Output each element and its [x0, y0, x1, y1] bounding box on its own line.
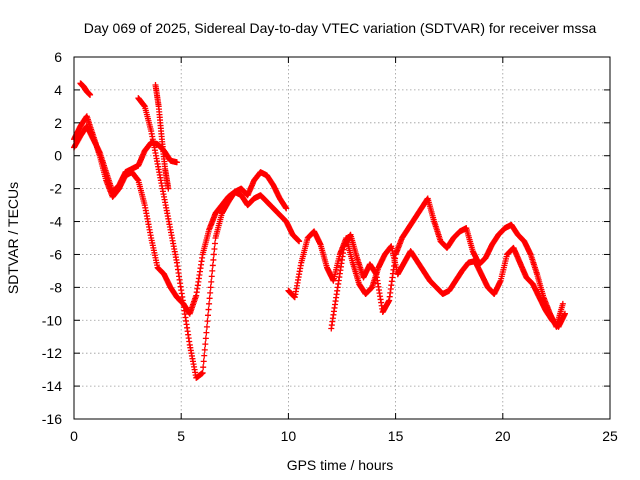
y-tick-label: 4 — [54, 82, 62, 98]
series-s2 — [71, 113, 303, 317]
data-point — [201, 352, 208, 359]
data-points — [71, 80, 568, 381]
data-point — [208, 278, 215, 285]
data-point — [173, 159, 180, 166]
data-point — [203, 323, 210, 330]
y-tick-label: -4 — [50, 214, 63, 230]
y-tick-label: -10 — [42, 312, 62, 328]
y-tick-label: 6 — [54, 49, 62, 65]
y-tick-label: 0 — [54, 148, 62, 164]
data-point — [165, 185, 172, 192]
y-tick-label: 2 — [54, 115, 62, 131]
y-tick-label: -12 — [42, 345, 62, 361]
x-axis-ticks: 0 5 10 15 20 25 — [70, 57, 618, 444]
series-s5 — [152, 81, 172, 192]
y-axis-label: SDTVAR / TECUs — [5, 182, 21, 294]
series-s3 — [135, 95, 290, 381]
data-point — [206, 300, 213, 307]
y-tick-label: -6 — [50, 246, 63, 262]
data-point — [208, 273, 215, 280]
y-tick-label: -16 — [42, 411, 62, 427]
data-point — [203, 329, 210, 336]
data-point — [207, 289, 214, 296]
series-s7 — [328, 195, 566, 332]
x-tick-label: 25 — [602, 428, 618, 444]
x-tick-label: 15 — [388, 428, 404, 444]
data-point — [207, 284, 214, 291]
data-point — [201, 346, 208, 353]
x-tick-label: 5 — [177, 428, 185, 444]
y-tick-label: -8 — [50, 279, 63, 295]
data-point — [199, 369, 206, 376]
y-axis-ticks: 6 4 2 0 -2 -4 -6 -8 -10 -12 -14 -16 — [42, 49, 610, 427]
data-point — [200, 358, 207, 365]
x-tick-label: 10 — [281, 428, 297, 444]
x-axis-label: GPS time / hours — [287, 457, 394, 473]
data-point — [209, 267, 216, 274]
data-point — [283, 205, 290, 212]
series-s4 — [77, 80, 94, 98]
y-tick-label: -14 — [42, 378, 62, 394]
data-point — [211, 240, 218, 247]
data-point — [209, 262, 216, 269]
data-point — [211, 245, 218, 252]
grid-lines — [74, 57, 610, 419]
data-point — [210, 251, 217, 258]
x-tick-label: 20 — [495, 428, 511, 444]
data-point — [205, 306, 212, 313]
data-point — [200, 364, 207, 371]
data-point — [206, 295, 213, 302]
y-tick-label: -2 — [50, 181, 63, 197]
data-point — [204, 318, 211, 325]
data-point — [210, 256, 217, 263]
data-point — [87, 91, 94, 98]
data-point — [559, 300, 566, 307]
data-point — [202, 341, 209, 348]
x-tick-label: 0 — [70, 428, 78, 444]
data-point — [205, 312, 211, 319]
plot-frame — [73, 56, 611, 420]
chart-title: Day 069 of 2025, Sidereal Day-to-day VTE… — [84, 20, 597, 36]
data-point — [202, 335, 209, 342]
data-point — [296, 238, 303, 245]
